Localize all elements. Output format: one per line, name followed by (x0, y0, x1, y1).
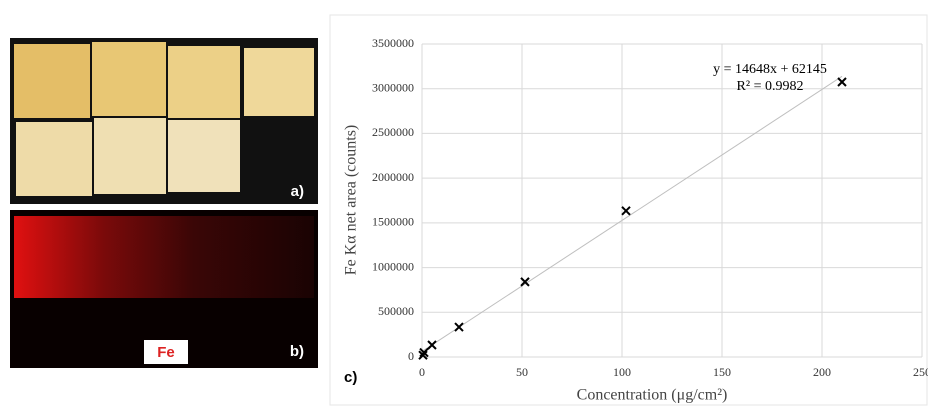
y-axis-label: Fe Kα net area (counts) (343, 125, 360, 276)
x-tick-label: 50 (516, 365, 528, 379)
element-label: Fe (157, 344, 175, 361)
data-point (419, 347, 429, 358)
x-axis-label: Concentration (μg/cm²) (577, 387, 728, 404)
trendline-r2: R² = 0.9982 (737, 79, 804, 94)
trendline-equation: y = 14648x + 62145 (713, 62, 827, 77)
data-point (621, 206, 631, 216)
y-tick-label: 3000000 (372, 80, 414, 94)
chart-frame (329, 14, 928, 406)
trendline (422, 75, 843, 352)
chart: 0 500000 1000000 1500000 2000000 2500000 30000… (372, 36, 928, 379)
x-tick-label: 200 (813, 365, 831, 379)
x-tick-label: 0 (419, 365, 425, 379)
y-tick-label: 3500000 (372, 36, 414, 50)
y-tick-label: 1000000 (372, 259, 414, 273)
panel-label: b) (290, 343, 304, 360)
photo-b: Fe b) (10, 210, 318, 368)
panel-label: c) (344, 369, 357, 386)
panel-label: a) (291, 183, 304, 200)
photo-a: a) (10, 38, 318, 204)
x-tick-label: 250 (913, 365, 928, 379)
data-point (520, 277, 530, 287)
x-tick-label: 150 (713, 365, 731, 379)
y-tick-label: 500000 (378, 304, 414, 318)
data-point (418, 350, 428, 360)
data-point (837, 77, 847, 87)
y-tick-label: 1500000 (372, 215, 414, 229)
data-point (427, 340, 437, 350)
y-tick-label: 0 (408, 349, 414, 363)
x-tick-label: 100 (613, 365, 631, 379)
data-point (454, 322, 464, 332)
y-tick-label: 2500000 (372, 125, 414, 139)
y-tick-label: 2000000 (372, 170, 414, 184)
